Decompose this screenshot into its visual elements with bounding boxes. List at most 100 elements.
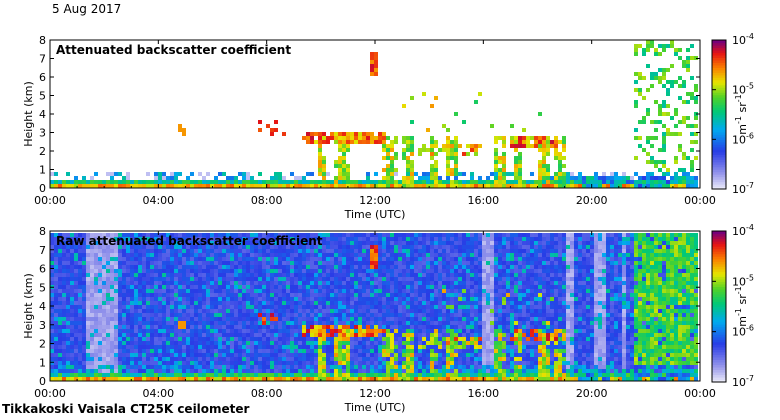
instrument-label: Tikkakoski Vaisala CT25K ceilometer (2, 402, 250, 416)
colorbar-step (712, 54, 726, 58)
colorbar-step (712, 286, 726, 290)
colorbar-step (712, 116, 726, 121)
colorbar-step (712, 136, 726, 140)
colorbar-step (712, 243, 726, 247)
y-tick-label: 8 (39, 225, 46, 238)
y-tick-label: 6 (39, 71, 46, 84)
y-tick-label: 4 (39, 108, 46, 121)
colorbar-step (712, 278, 726, 282)
colorbar-step (712, 374, 726, 378)
x-tick-label: 08:00 (251, 194, 283, 207)
colorbar-step (712, 251, 726, 255)
colorbar-step (712, 97, 726, 101)
colorbar-step (712, 52, 726, 56)
colorbar-step (712, 149, 726, 153)
colorbar-step (712, 164, 726, 168)
colorbar-unit-label: m-1 sr-1 (734, 286, 749, 326)
colorbar-step (712, 266, 726, 270)
colorbar-step (712, 124, 726, 128)
colorbar-step (712, 334, 726, 338)
colorbar-step (712, 236, 726, 240)
y-tick-label: 6 (39, 263, 46, 276)
colorbar-step (712, 344, 726, 348)
y-tick-label: 7 (39, 244, 46, 257)
colorbar-step (712, 246, 726, 250)
x-tick-label: 08:00 (251, 387, 283, 400)
colorbar-step (712, 109, 726, 113)
colorbar-step (712, 181, 726, 185)
colorbar-step (712, 89, 726, 93)
x-tick-label: 00:00 (684, 194, 716, 207)
colorbar-step (712, 248, 726, 252)
colorbar-tick-label: 10-4 (732, 223, 754, 238)
colorbar-step (712, 258, 726, 262)
colorbar-step (712, 261, 726, 265)
y-tick-label: 8 (39, 34, 46, 47)
colorbar-step (712, 281, 726, 285)
y-tick-label: 5 (39, 281, 46, 294)
colorbar-step (712, 104, 726, 108)
colorbar-step (712, 179, 726, 183)
colorbar-step (712, 233, 726, 237)
colorbar-step (712, 139, 726, 143)
colorbar-step (712, 283, 726, 287)
x-tick-label: 00:00 (34, 387, 66, 400)
y-tick-label: 1 (39, 356, 46, 369)
colorbar-step (712, 59, 726, 63)
colorbar-step (712, 159, 726, 163)
panel-title: Raw attenuated backscatter coefficient (56, 234, 323, 248)
x-tick-label: 16:00 (467, 194, 499, 207)
y-tick-label: 3 (39, 319, 46, 332)
colorbar-step (712, 47, 726, 51)
colorbar-tick-label: 10-7 (732, 374, 754, 389)
colorbar-step (712, 102, 726, 106)
colorbar: 10-710-610-510-4m-1 sr-1 (711, 32, 754, 196)
y-axis-label: Height (km) (22, 81, 35, 147)
colorbar-step (712, 276, 726, 280)
colorbar-step (712, 169, 726, 173)
colorbar-step (712, 141, 726, 145)
colorbar-step (712, 293, 726, 298)
colorbar-step (712, 316, 726, 320)
heatmap-panel-1: Attenuated backscatter coefficient 0 1 2 3 4 5… (22, 32, 754, 221)
x-tick-label: 12:00 (359, 194, 391, 207)
colorbar-step (712, 74, 726, 78)
colorbar-step (712, 336, 726, 340)
colorbar-step (712, 379, 726, 383)
colorbar-step (712, 319, 726, 323)
colorbar-step (712, 301, 726, 305)
colorbar-frame (711, 230, 727, 383)
colorbar-step (712, 311, 726, 315)
y-tick-label: 2 (39, 338, 46, 351)
colorbar-step (712, 49, 726, 54)
colorbar-step (712, 62, 726, 66)
x-tick-label: 20:00 (576, 194, 608, 207)
y-tick-label: 7 (39, 53, 46, 66)
colorbar-step (712, 57, 726, 61)
colorbar-step (712, 376, 726, 381)
colorbar-step (712, 303, 726, 308)
colorbar-step (712, 146, 726, 150)
y-tick-label: 0 (39, 182, 46, 195)
colorbar-step (712, 42, 726, 46)
x-axis-label: Time (UTC) (344, 208, 406, 221)
colorbar-step (712, 351, 726, 355)
colorbar-step (712, 271, 726, 275)
colorbar-step (712, 341, 726, 345)
colorbar-step (712, 121, 726, 126)
colorbar-step (712, 64, 726, 68)
colorbar-step (712, 67, 726, 71)
colorbar-step (712, 329, 726, 333)
colorbar-step (712, 346, 726, 350)
colorbar-frame (711, 39, 727, 190)
colorbar-step (712, 107, 726, 111)
colorbar-step (712, 72, 726, 76)
colorbar-step (712, 87, 726, 91)
colorbar-step (712, 119, 726, 123)
date-label: 5 Aug 2017 (52, 2, 122, 16)
colorbar-step (712, 324, 726, 328)
colorbar-step (712, 331, 726, 335)
x-axis-label: Time (UTC) (344, 401, 406, 414)
colorbar-step (712, 92, 726, 96)
colorbar-step (712, 151, 726, 155)
